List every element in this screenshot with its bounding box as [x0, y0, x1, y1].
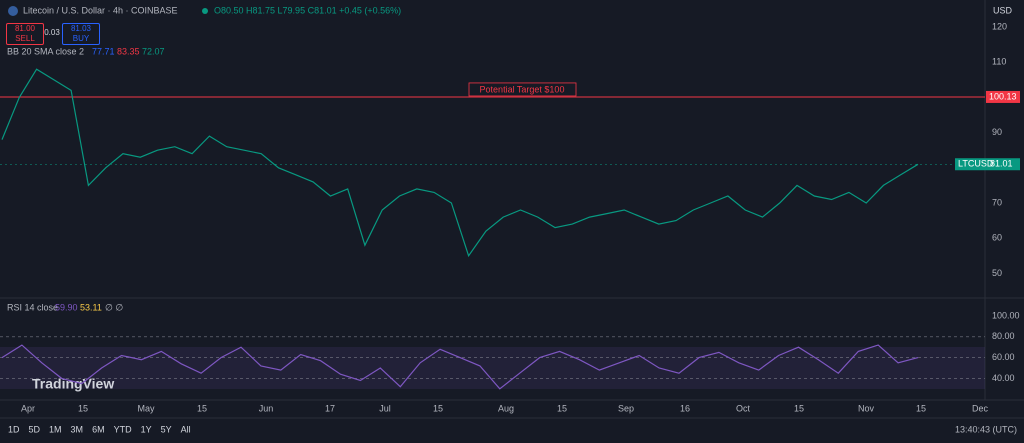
buy-price: 81.03: [70, 24, 92, 33]
rsi-extra: ∅ ∅: [105, 302, 123, 312]
rsi-line: [1, 344, 919, 390]
last-price: 81.01: [990, 159, 1013, 169]
target-level: 100.13: [989, 91, 1017, 101]
rsi-ma: 53.11: [80, 302, 102, 312]
clock: 13:40:43 (UTC): [955, 424, 1017, 434]
range-button[interactable]: 6M: [92, 424, 105, 434]
bb-label: BB 20 SMA close 2: [7, 46, 84, 56]
rsi-label: RSI 14 close: [7, 302, 58, 312]
status-dot: [202, 8, 208, 14]
range-button[interactable]: All: [181, 424, 191, 434]
time-label: Nov: [858, 403, 875, 413]
last-symbol: LTCUSD: [958, 159, 994, 169]
time-label: 15: [433, 403, 443, 413]
sell-price: 81.00: [14, 24, 36, 33]
time-label: Jul: [379, 403, 391, 413]
time-label: 15: [557, 403, 567, 413]
sell-button[interactable]: 81.00 SELL: [6, 23, 44, 45]
target-badge: [986, 90, 1020, 103]
time-label: Aug: [498, 403, 514, 413]
range-button[interactable]: 1M: [49, 424, 62, 434]
range-button[interactable]: 1D: [8, 424, 20, 434]
buy-label: BUY: [72, 34, 90, 43]
target-box: [468, 82, 577, 97]
price-tick-label: 50: [992, 268, 1002, 278]
last-price-badge: [955, 158, 1020, 171]
time-label: May: [137, 403, 155, 413]
time-label: 15: [197, 403, 207, 413]
rsi-tick-label: 40.00: [992, 373, 1015, 383]
range-button[interactable]: 5D: [29, 424, 41, 434]
time-label: 17: [325, 403, 335, 413]
time-label: 15: [916, 403, 926, 413]
time-label: Jun: [259, 403, 274, 413]
target-text: Potential Target $100: [480, 84, 565, 94]
price-tick-label: 60: [992, 233, 1002, 243]
bb-upper: 83.35: [117, 46, 140, 56]
rsi-band: [0, 347, 985, 389]
price-tick-label: 70: [992, 197, 1002, 207]
time-label: 16: [680, 403, 690, 413]
rsi-tick-label: 60.00: [992, 352, 1015, 362]
sell-label: SELL: [15, 34, 35, 43]
rsi-value: 59.90: [55, 302, 78, 312]
range-button[interactable]: 1Y: [141, 424, 152, 434]
time-label: 15: [78, 403, 88, 413]
price-tick-label: 90: [992, 127, 1002, 137]
currency: USD: [993, 5, 1013, 15]
time-label: 15: [794, 403, 804, 413]
price-tick-label: 120: [992, 21, 1007, 31]
coin-icon: [8, 6, 18, 16]
time-label: Dec: [972, 403, 989, 413]
symbol-title: Litecoin / U.S. Dollar · 4h · COINBASE: [23, 5, 178, 15]
ohlc: O80.50 H81.75 L79.95 C81.01 +0.45 (+0.56…: [214, 5, 401, 15]
pane-bg: [0, 0, 985, 400]
time-label: Sep: [618, 403, 634, 413]
time-label: Oct: [736, 403, 751, 413]
bb-lower: 72.07: [142, 46, 165, 56]
range-button[interactable]: 5Y: [161, 424, 172, 434]
buy-button[interactable]: 81.03 BUY: [62, 23, 100, 45]
range-button[interactable]: 3M: [71, 424, 84, 434]
price-line: [1, 68, 919, 258]
rsi-tick-label: 100.00: [992, 310, 1020, 320]
brand: TradingView: [32, 376, 114, 392]
rsi-tick-label: 80.00: [992, 331, 1015, 341]
time-label: Apr: [21, 403, 35, 413]
spread: 0.03: [44, 28, 60, 37]
range-button[interactable]: YTD: [114, 424, 133, 434]
bb-basis: 77.71: [92, 46, 115, 56]
price-tick-label: 110: [992, 57, 1006, 67]
